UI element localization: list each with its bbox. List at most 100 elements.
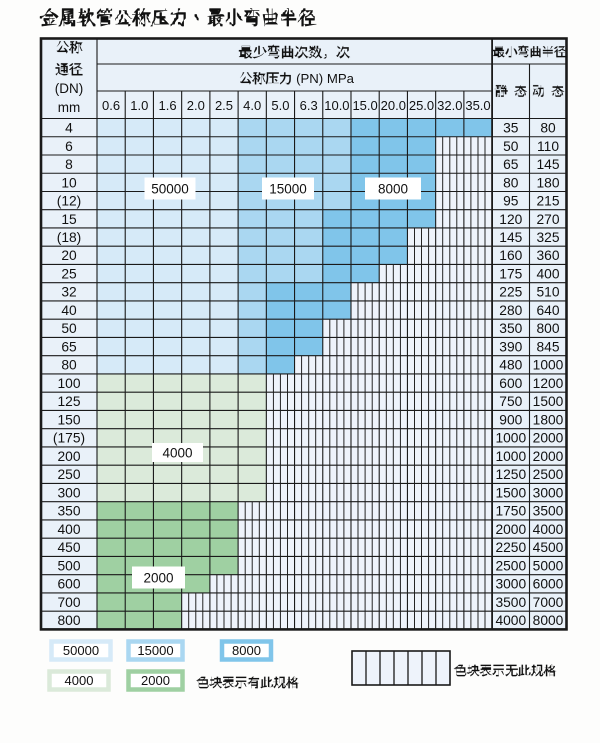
svg-text:5000: 5000 (533, 558, 564, 573)
svg-text:(PN) MPa: (PN) MPa (296, 71, 355, 86)
svg-text:200: 200 (57, 449, 80, 464)
svg-text:50: 50 (503, 139, 519, 154)
svg-text:360: 360 (536, 248, 559, 263)
svg-text:1500: 1500 (495, 486, 526, 501)
svg-text:600: 600 (57, 577, 80, 592)
svg-text:350: 350 (57, 504, 80, 519)
svg-text:(175): (175) (53, 431, 85, 446)
svg-text:145: 145 (499, 230, 522, 245)
svg-text:500: 500 (57, 558, 80, 573)
svg-text:750: 750 (499, 394, 522, 409)
svg-text:1000: 1000 (533, 358, 564, 373)
svg-text:3500: 3500 (495, 595, 526, 610)
svg-text:15.0: 15.0 (352, 98, 377, 113)
svg-text:80: 80 (540, 121, 556, 136)
svg-text:2000: 2000 (143, 570, 173, 585)
svg-text:2.5: 2.5 (215, 98, 233, 113)
svg-text:150: 150 (57, 413, 80, 428)
svg-text:32: 32 (61, 285, 76, 300)
svg-text:10: 10 (61, 175, 77, 190)
svg-text:2500: 2500 (533, 467, 564, 482)
svg-text:80: 80 (61, 358, 77, 373)
svg-text:10.0: 10.0 (324, 98, 349, 113)
svg-text:1000: 1000 (495, 449, 526, 464)
svg-text:325: 325 (536, 230, 559, 245)
svg-text:400: 400 (57, 522, 80, 537)
svg-text:1800: 1800 (533, 413, 564, 428)
svg-text:95: 95 (503, 194, 519, 209)
svg-text:1250: 1250 (495, 467, 526, 482)
svg-text:145: 145 (536, 157, 559, 172)
svg-text:400: 400 (536, 267, 559, 282)
svg-text:1.6: 1.6 (159, 98, 177, 113)
svg-text:180: 180 (536, 175, 559, 190)
svg-text:480: 480 (499, 358, 522, 373)
svg-text:50000: 50000 (151, 181, 189, 196)
svg-text:65: 65 (61, 340, 77, 355)
svg-text:2500: 2500 (495, 558, 526, 573)
svg-text:6: 6 (65, 139, 73, 154)
svg-text:8000: 8000 (232, 643, 261, 658)
svg-text:300: 300 (57, 486, 80, 501)
svg-text:8: 8 (65, 157, 73, 172)
svg-text:(DN): (DN) (55, 81, 84, 96)
svg-text:65: 65 (503, 157, 519, 172)
svg-text:32.0: 32.0 (437, 98, 462, 113)
svg-text:8000: 8000 (378, 181, 408, 196)
svg-text:40: 40 (61, 303, 77, 318)
svg-text:4.0: 4.0 (243, 98, 261, 113)
svg-text:390: 390 (499, 340, 522, 355)
svg-text:700: 700 (57, 595, 80, 610)
svg-text:80: 80 (503, 175, 519, 190)
svg-text:800: 800 (536, 321, 559, 336)
svg-text:160: 160 (499, 248, 522, 263)
svg-text:mm: mm (58, 100, 81, 115)
svg-text:2000: 2000 (533, 431, 564, 446)
svg-text:(12): (12) (57, 194, 82, 209)
svg-text:50000: 50000 (63, 643, 99, 658)
svg-text:280: 280 (499, 303, 522, 318)
svg-text:35.0: 35.0 (465, 98, 490, 113)
svg-text:2000: 2000 (141, 673, 170, 688)
svg-text:5.0: 5.0 (271, 98, 289, 113)
svg-text:25.0: 25.0 (409, 98, 434, 113)
svg-text:50: 50 (61, 321, 77, 336)
svg-text:270: 270 (536, 212, 559, 227)
svg-text:125: 125 (57, 394, 80, 409)
svg-text:350: 350 (499, 321, 522, 336)
svg-text:2250: 2250 (495, 540, 526, 555)
svg-text:0.6: 0.6 (102, 98, 120, 113)
svg-text:2.0: 2.0 (187, 98, 205, 113)
svg-text:2000: 2000 (495, 522, 526, 537)
svg-text:845: 845 (536, 340, 559, 355)
svg-text:225: 225 (499, 285, 522, 300)
svg-text:7000: 7000 (533, 595, 564, 610)
svg-text:(18): (18) (57, 230, 82, 245)
svg-text:120: 120 (499, 212, 522, 227)
svg-text:510: 510 (536, 285, 559, 300)
svg-text:4000: 4000 (162, 445, 192, 460)
svg-text:1000: 1000 (495, 431, 526, 446)
svg-text:3000: 3000 (533, 486, 564, 501)
svg-text:175: 175 (499, 267, 522, 282)
svg-text:4: 4 (65, 121, 73, 136)
svg-text:900: 900 (499, 413, 522, 428)
svg-text:35: 35 (503, 121, 519, 136)
svg-text:4500: 4500 (533, 540, 564, 555)
svg-text:1750: 1750 (495, 504, 526, 519)
svg-text:1200: 1200 (533, 376, 564, 391)
svg-text:4000: 4000 (65, 673, 94, 688)
svg-text:20: 20 (61, 248, 77, 263)
svg-text:6.3: 6.3 (300, 98, 318, 113)
svg-text:15000: 15000 (137, 643, 173, 658)
svg-text:800: 800 (57, 613, 80, 628)
svg-text:110: 110 (537, 139, 559, 154)
svg-text:4000: 4000 (495, 613, 526, 628)
svg-text:2000: 2000 (533, 449, 564, 464)
svg-text:600: 600 (499, 376, 522, 391)
svg-text:6000: 6000 (533, 577, 564, 592)
svg-text:1.0: 1.0 (130, 98, 148, 113)
svg-text:1500: 1500 (533, 394, 564, 409)
svg-text:215: 215 (536, 194, 559, 209)
svg-text:8000: 8000 (533, 613, 564, 628)
